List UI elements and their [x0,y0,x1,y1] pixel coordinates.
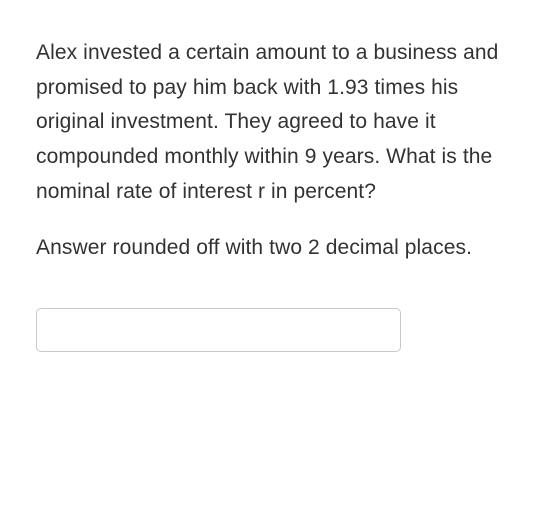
question-text: Alex invested a certain amount to a busi… [36,36,517,209]
instruction-text: Answer rounded off with two 2 decimal pl… [36,231,517,266]
answer-input[interactable] [36,308,401,352]
